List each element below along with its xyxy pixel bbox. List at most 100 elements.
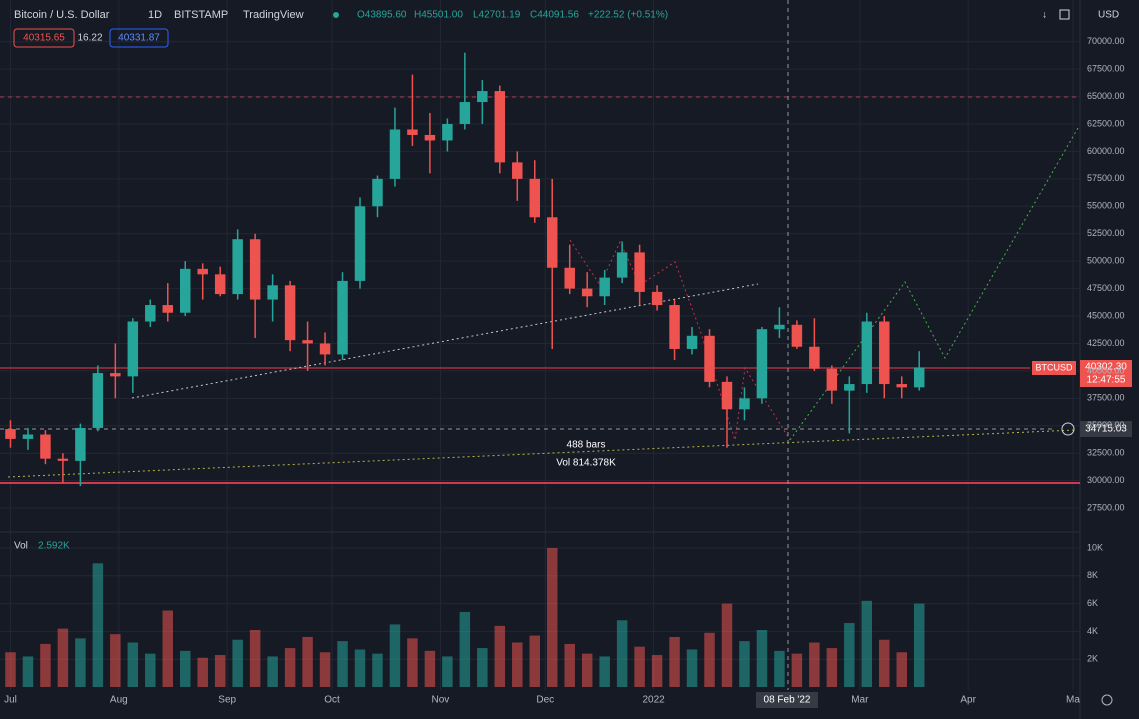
- symbol-tag-text: BTCUSD: [1035, 362, 1073, 372]
- volume-bar: [424, 650, 436, 687]
- volume-tick-label: 4K: [1087, 626, 1098, 636]
- volume-bar: [407, 638, 418, 687]
- volume-bar: [389, 624, 401, 687]
- candle-body: [5, 429, 16, 439]
- volume-bar: [634, 646, 645, 687]
- candle-body: [442, 123, 453, 141]
- volume-tick-label: 10K: [1087, 542, 1103, 552]
- candle-body: [756, 329, 768, 399]
- candle-body: [180, 268, 191, 313]
- y-tick-label: 55000.00: [1087, 201, 1125, 211]
- volume-bar: [267, 656, 278, 687]
- buy[interactable]: 40331.87: [118, 33, 160, 44]
- y-tick-label: 32500.00: [1087, 448, 1125, 458]
- change: +222.52 (+0.51%): [588, 10, 668, 21]
- download-icon[interactable]: ↓: [1042, 10, 1047, 21]
- volume-bar: [22, 656, 34, 687]
- low: L42701.19: [473, 10, 521, 21]
- y-tick-label: 65000.00: [1087, 91, 1125, 101]
- x-tick-label: Nov: [431, 695, 449, 706]
- candle-body: [57, 458, 69, 461]
- candle-body: [389, 129, 401, 179]
- volume-bar: [249, 630, 261, 687]
- pattern-drawing: [569, 239, 791, 441]
- volume-bar: [512, 642, 523, 687]
- candle-body: [826, 368, 838, 391]
- x-tick-label: Oct: [324, 695, 340, 706]
- volume-bar: [599, 656, 610, 687]
- y-tick-label: 40000.00: [1087, 365, 1125, 375]
- high: H45501.00: [414, 10, 463, 21]
- x-tick-label: 2022: [642, 695, 665, 706]
- volume-bar: [197, 657, 208, 687]
- volume-bar: [686, 649, 698, 687]
- symbol-tag: [1032, 361, 1076, 375]
- countdown: 12:47:55: [1087, 375, 1126, 386]
- candle-body: [407, 129, 418, 135]
- symbol: Bitcoin / U.S. Dollar: [14, 9, 110, 21]
- volume-bar: [232, 639, 243, 687]
- candle-body: [232, 239, 243, 295]
- volume-bar: [92, 563, 104, 687]
- trend-line: [7, 429, 1076, 478]
- volume-bar: [110, 634, 121, 687]
- volume-bar: [145, 653, 156, 687]
- candle-body: [477, 91, 488, 103]
- volume-bar: [75, 638, 86, 687]
- volume-bar: [354, 649, 366, 687]
- candle-body: [704, 335, 715, 382]
- volume-bar: [372, 653, 383, 687]
- volume-bar: [756, 630, 768, 687]
- volume-bar: [477, 648, 488, 687]
- volume-bar: [127, 642, 139, 687]
- candle-body: [879, 321, 890, 385]
- candle-body: [581, 288, 593, 297]
- candle-body: [127, 321, 139, 377]
- candle-body: [791, 324, 803, 347]
- volume-bar: [442, 656, 453, 687]
- volume-bar: [774, 650, 785, 687]
- open: O43895.60: [357, 10, 407, 21]
- volume-tick-label: 8K: [1087, 570, 1098, 580]
- x-tick-label: Jul: [4, 695, 17, 706]
- candle-body: [494, 91, 506, 163]
- volume-bar: [180, 650, 191, 687]
- candle-body: [616, 252, 628, 278]
- volume-bar: [791, 653, 803, 687]
- x-tick-label: Dec: [536, 695, 554, 706]
- candle-body: [861, 321, 873, 385]
- candle-body: [22, 434, 34, 439]
- volume-bar: [162, 610, 174, 687]
- volume-bar: [337, 641, 348, 687]
- snapshot-icon[interactable]: [1059, 9, 1070, 20]
- volume-bar: [57, 628, 69, 687]
- volume-bar: [459, 611, 471, 687]
- candle-body: [634, 252, 645, 292]
- sell[interactable]: 40315.65: [23, 33, 65, 44]
- candle-body: [319, 343, 331, 355]
- buy-box[interactable]: [109, 28, 169, 48]
- y-tick-label: 67500.00: [1087, 64, 1125, 74]
- y-tick-label: 42500.00: [1087, 338, 1125, 348]
- candle-body: [75, 427, 86, 461]
- close: C44091.56: [530, 10, 579, 21]
- candle-body: [267, 285, 278, 300]
- sell-box[interactable]: [13, 28, 75, 48]
- candle-body: [739, 398, 750, 410]
- volume-bar: [546, 548, 558, 687]
- y-tick-label: 62500.00: [1087, 118, 1125, 128]
- volume-bar: [581, 653, 593, 687]
- crosshair-date: 08 Feb '22: [764, 695, 811, 706]
- volume-bar: [913, 603, 925, 687]
- y-tick-label: 47500.00: [1087, 283, 1125, 293]
- y-tick-label: 52500.00: [1087, 228, 1125, 238]
- settings-icon[interactable]: [1101, 694, 1113, 706]
- marks: [5, 52, 925, 687]
- currency[interactable]: USD: [1098, 10, 1119, 21]
- volume-tick-label: 2K: [1087, 654, 1098, 664]
- volume-bar: [739, 641, 750, 687]
- add-alert[interactable]: [1061, 422, 1075, 436]
- candle-body: [40, 434, 51, 459]
- candle-body: [669, 305, 680, 349]
